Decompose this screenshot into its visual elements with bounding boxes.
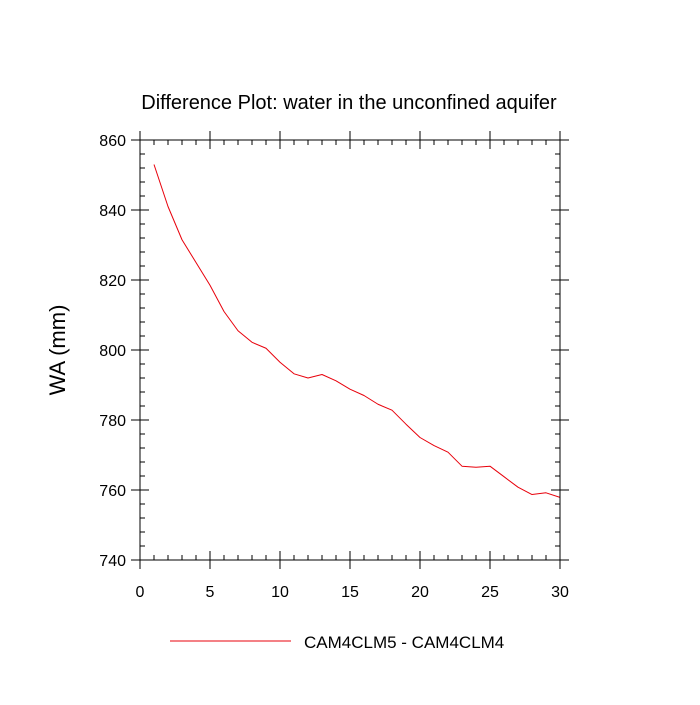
x-tick-label: 15 <box>341 584 359 601</box>
chart-title: Difference Plot: water in the unconfined… <box>141 92 557 114</box>
plot-area-frame <box>139 139 561 561</box>
legend-label: CAM4CLM5 - CAM4CLM4 <box>304 633 504 652</box>
y-tick-label: 840 <box>99 203 126 220</box>
x-tick-label: 20 <box>411 584 429 601</box>
x-tick-label: 5 <box>206 584 215 601</box>
y-tick-label: 860 <box>99 133 126 150</box>
y-axis-label: WA (mm) <box>45 305 70 396</box>
y-tick-label: 820 <box>99 273 126 290</box>
x-tick-label: 30 <box>551 584 569 601</box>
x-tick-label: 25 <box>481 584 499 601</box>
y-tick-label: 780 <box>99 413 126 430</box>
axis-ticks <box>131 131 569 569</box>
legend: CAM4CLM5 - CAM4CLM4 <box>170 633 504 652</box>
y-tick-label: 740 <box>99 553 126 570</box>
y-tick-label: 760 <box>99 483 126 500</box>
y-tick-label: 800 <box>99 343 126 360</box>
x-tick-label: 0 <box>136 584 145 601</box>
axis-tick-labels: 0 5 10 15 20 25 30 740 760 780 800 820 840 860 <box>99 133 569 601</box>
series-line-0 <box>153 164 561 498</box>
x-tick-label: 10 <box>271 584 289 601</box>
series-layer <box>153 164 561 498</box>
